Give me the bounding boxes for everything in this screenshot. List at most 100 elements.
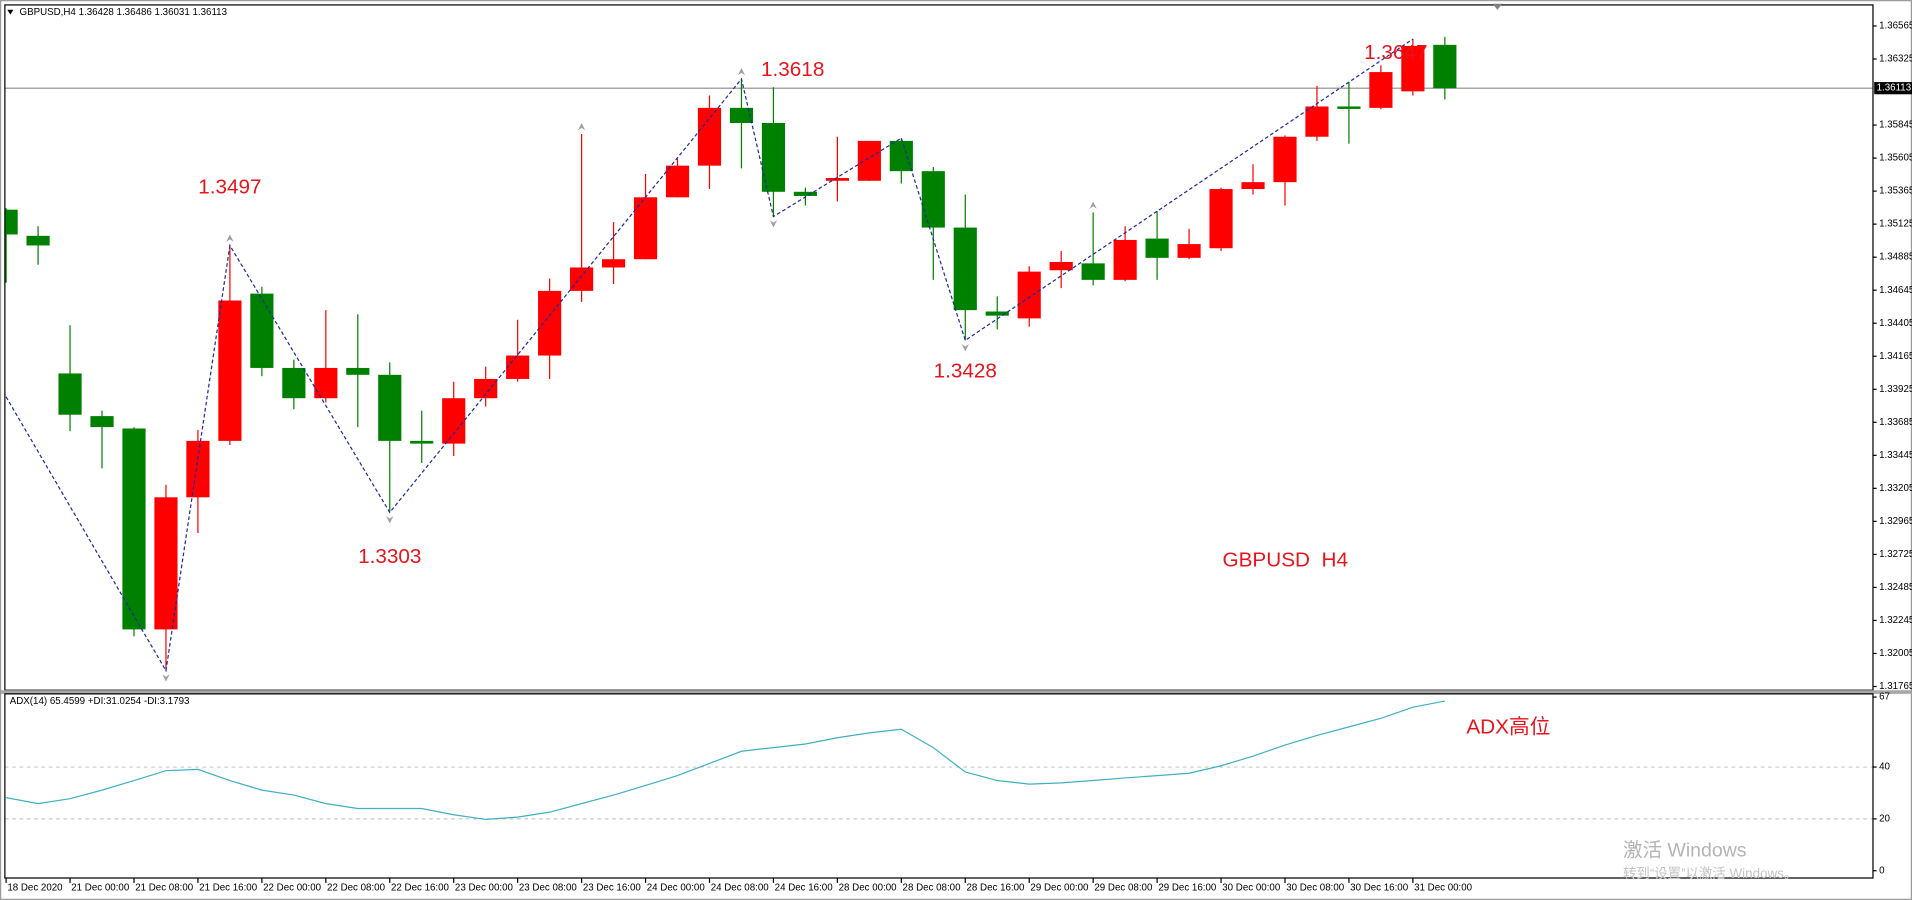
candle-body	[218, 300, 242, 441]
x-tick-label: 23 Dec 16:00	[583, 882, 642, 893]
watermark-title: 激活 Windows	[1623, 839, 1747, 861]
fractal-up	[577, 123, 586, 131]
x-tick-label: 21 Dec 16:00	[199, 882, 258, 893]
y-tick-label: 1.32245	[1879, 615, 1912, 626]
adx-value: 65.4599	[50, 696, 85, 707]
bid-label: 1.36113	[1877, 83, 1912, 94]
candle-body	[1017, 271, 1041, 319]
di-plus: +DI:31.0254	[88, 696, 142, 707]
candle-body	[761, 122, 786, 192]
price-annotation: 1.3497	[198, 176, 261, 199]
x-tick-label: 22 Dec 08:00	[327, 882, 386, 893]
price-annotation: 1.3647	[1364, 41, 1427, 64]
y-tick-label: 1.32485	[1879, 582, 1912, 593]
y-tick-label: 1.32005	[1879, 648, 1912, 659]
candle-body	[729, 107, 754, 123]
candle-body	[90, 416, 114, 428]
x-tick-label: 23 Dec 00:00	[455, 882, 514, 893]
fractal-up	[1089, 201, 1097, 209]
x-tick-label: 22 Dec 00:00	[263, 882, 322, 893]
y-tick-label: 1.33925	[1879, 384, 1912, 395]
x-tick-label: 29 Dec 08:00	[1094, 882, 1153, 893]
candle-body	[601, 259, 626, 268]
y-tick-label: 1.35365	[1879, 186, 1912, 197]
adx-header: ADX(14) 65.4599 +DI:31.0254 -DI:3.1793	[10, 696, 190, 707]
price-annotation: 1.3618	[761, 58, 824, 81]
candle-body	[1369, 72, 1393, 108]
watermark-subtitle: 转到“设置”以激活 Windows。	[1623, 866, 1797, 881]
y-tick-label: 1.34885	[1879, 252, 1912, 263]
y-tick-label: 1.36325	[1879, 54, 1912, 65]
candle-body	[538, 290, 562, 356]
candle-body	[1401, 45, 1425, 92]
candle-body	[1305, 106, 1329, 137]
high-value: 1.36486	[117, 7, 152, 18]
y-tick-label: 20	[1879, 813, 1890, 824]
candle-body	[825, 178, 849, 181]
candle-body	[633, 197, 658, 260]
candle-body	[378, 374, 402, 441]
x-tick-label: 21 Dec 00:00	[71, 882, 130, 893]
close-value: 1.36113	[192, 7, 227, 18]
x-tick-label: 29 Dec 00:00	[1030, 882, 1089, 893]
symbol: GBPUSD,H4	[20, 7, 77, 18]
x-tick-label: 28 Dec 16:00	[966, 882, 1025, 893]
candle-body	[474, 378, 498, 399]
y-tick-label: 1.32965	[1879, 516, 1912, 527]
candle-body	[921, 171, 945, 228]
candle-body	[26, 235, 50, 246]
symbol-annotation: GBPUSD H4	[1222, 548, 1348, 571]
y-tick-label: 1.33205	[1879, 483, 1912, 494]
candle-body	[154, 497, 178, 630]
candle-body	[1113, 239, 1137, 280]
candle-body	[953, 227, 977, 311]
fractal-down	[769, 220, 778, 228]
y-tick-label: 1.34645	[1879, 285, 1912, 296]
candle-body	[4, 209, 18, 235]
candle-body	[1145, 238, 1169, 258]
pane-separator	[0, 690, 1912, 694]
x-tick-label: 24 Dec 08:00	[711, 882, 770, 893]
y-tick-label: 1.35605	[1879, 153, 1912, 164]
adx-pane	[4, 700, 1873, 821]
x-tick-label: 28 Dec 08:00	[903, 882, 962, 893]
y-tick-label: 1.32725	[1879, 549, 1912, 560]
candle-body	[250, 293, 274, 368]
candle-body	[1337, 106, 1361, 109]
adx-line	[5, 700, 1445, 821]
candle-body	[793, 191, 817, 196]
candle-body	[889, 140, 913, 172]
symbol-header: GBPUSD,H4 1.36428 1.36486 1.36031 1.3611…	[20, 7, 228, 18]
price-annotation: 1.3428	[934, 360, 997, 383]
y-tick-label: 67	[1879, 692, 1890, 703]
candle-body	[442, 398, 466, 444]
low-value: 1.36031	[155, 7, 190, 18]
x-tick-label: 31 Dec 00:00	[1414, 882, 1473, 893]
candle-body	[1433, 44, 1457, 89]
candle-body	[857, 140, 881, 181]
y-tick-label: 1.33685	[1879, 417, 1912, 428]
fractal-down	[386, 516, 394, 524]
x-tick-label: 21 Dec 08:00	[135, 882, 194, 893]
open-value: 1.36428	[79, 7, 114, 18]
y-tick-label: 1.35125	[1879, 219, 1912, 230]
x-tick-label: 24 Dec 16:00	[775, 882, 834, 893]
bid-label-box	[1874, 82, 1912, 95]
shift-marker	[1492, 3, 1503, 10]
candle-body	[506, 355, 530, 379]
candle-body	[570, 267, 594, 291]
y-tick-label: 1.33445	[1879, 450, 1912, 461]
x-tick-label: 30 Dec 16:00	[1350, 882, 1409, 893]
x-tick-label: 24 Dec 00:00	[647, 882, 706, 893]
candle-body	[1049, 261, 1073, 271]
y-tick-label: 1.31765	[1879, 681, 1912, 692]
adx-title: ADX(14)	[10, 696, 47, 707]
zigzag-line	[5, 38, 1414, 673]
candle-body	[1241, 182, 1265, 190]
y-tick-label: 0	[1879, 865, 1885, 876]
adx-frame	[4, 693, 1874, 879]
candle-body	[282, 367, 306, 399]
fractal-down	[162, 674, 170, 682]
